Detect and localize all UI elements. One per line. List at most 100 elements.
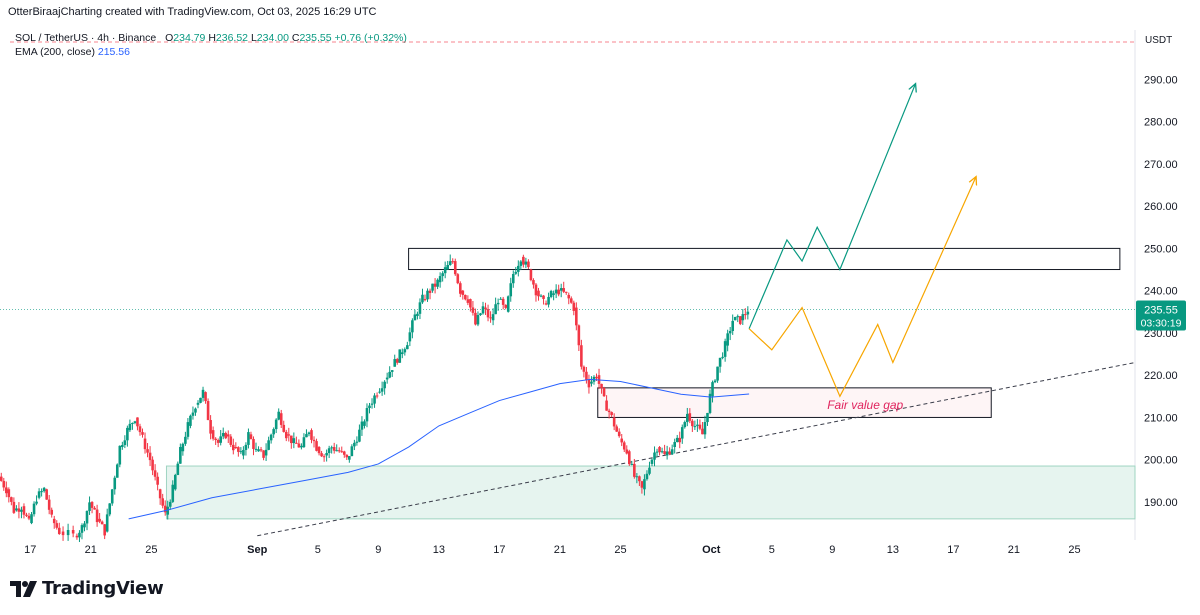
- candle-up: [547, 296, 550, 305]
- candle-up: [254, 448, 258, 450]
- candle-down: [103, 524, 106, 536]
- candle-up: [706, 412, 709, 423]
- candle-up: [721, 356, 724, 358]
- candle-down: [638, 476, 641, 482]
- candle-down: [2, 480, 6, 488]
- candle-up: [325, 453, 328, 456]
- candle-down: [375, 395, 379, 397]
- bar-countdown: 03:30:19: [1141, 317, 1182, 329]
- candle-down: [567, 294, 571, 299]
- candle-down: [12, 501, 16, 513]
- candle-down: [569, 298, 573, 303]
- candle-down: [22, 506, 26, 515]
- candle-up: [373, 395, 376, 404]
- x-tick-label: 17: [493, 544, 505, 556]
- x-tick-label: 5: [315, 544, 321, 556]
- candle-down: [216, 440, 220, 443]
- x-tick-label: Sep: [247, 544, 267, 556]
- last-price-value: 235.55: [1144, 304, 1178, 316]
- candle-down: [345, 454, 349, 458]
- x-tick-label: 13: [433, 544, 445, 556]
- candle-up: [108, 503, 112, 515]
- low-value: 234.00: [256, 32, 289, 44]
- candle-down: [249, 434, 253, 439]
- ascending-trendline: [257, 362, 1136, 537]
- candle-down: [464, 294, 467, 300]
- x-tick-label: 21: [85, 544, 97, 556]
- candle-down: [585, 371, 588, 380]
- ema-200-line: [128, 378, 750, 520]
- candle-up: [408, 332, 412, 342]
- candle-up: [131, 422, 134, 424]
- candle-up: [686, 413, 689, 423]
- candle-down: [456, 274, 460, 284]
- candle-down: [557, 289, 560, 295]
- tradingview-logo[interactable]: TradingView: [10, 578, 164, 599]
- candle-down: [698, 424, 702, 429]
- candle-up: [257, 449, 260, 452]
- candle-up: [32, 503, 36, 515]
- candle-down: [297, 443, 301, 448]
- candle-down: [744, 314, 747, 316]
- y-tick-label: 220.00: [1144, 370, 1178, 382]
- y-tick-label: 200.00: [1144, 455, 1178, 467]
- candle-down: [138, 426, 142, 433]
- candle-up: [15, 508, 18, 511]
- candle-up: [418, 302, 422, 314]
- candle-down: [580, 345, 583, 367]
- candle-down: [158, 489, 162, 499]
- candle-up: [380, 388, 384, 392]
- candle-down: [153, 470, 157, 477]
- candle-down: [663, 451, 666, 455]
- candle-up: [363, 421, 366, 426]
- candle-up: [524, 261, 528, 265]
- candle-down: [5, 487, 8, 494]
- candle-down: [146, 449, 149, 453]
- candle-up: [168, 501, 172, 507]
- candle-down: [226, 434, 230, 437]
- candle-up: [274, 419, 278, 430]
- candle-up: [171, 484, 175, 502]
- candle-up: [184, 436, 187, 444]
- x-tick-label: 9: [375, 544, 381, 556]
- candle-up: [267, 440, 270, 450]
- candle-down: [622, 442, 626, 450]
- candle-down: [234, 447, 238, 449]
- candle-up: [181, 443, 185, 452]
- low-label: L: [250, 32, 257, 44]
- candle-up: [300, 445, 303, 448]
- candle-down: [451, 261, 455, 263]
- candle-down: [337, 450, 341, 452]
- candle-up: [360, 421, 364, 430]
- candle-up: [650, 459, 654, 464]
- candle-up: [693, 426, 697, 428]
- candle-up: [552, 293, 555, 295]
- candle-up: [201, 389, 205, 398]
- candle-up: [173, 474, 177, 490]
- candle-down: [7, 489, 11, 498]
- candle-up: [80, 525, 84, 533]
- candle-down: [284, 431, 288, 439]
- candle-down: [156, 476, 159, 485]
- candle-down: [71, 530, 75, 534]
- open-label: O: [165, 32, 174, 44]
- candle-up: [400, 352, 404, 355]
- symbol-name[interactable]: SOL / TetherUS · 4h · Binance: [15, 32, 157, 44]
- candle-down: [98, 518, 101, 522]
- candle-up: [421, 294, 424, 303]
- candle-up: [272, 429, 275, 435]
- candle-down: [474, 312, 477, 325]
- candle-down: [423, 299, 427, 301]
- candle-up: [703, 422, 707, 435]
- candle-up: [438, 276, 442, 283]
- ema-label[interactable]: EMA (200, close): [15, 46, 95, 58]
- candle-up: [179, 446, 182, 464]
- candle-down: [237, 447, 240, 452]
- candle-down: [10, 497, 13, 502]
- candle-down: [61, 531, 65, 536]
- candle-up: [269, 434, 273, 441]
- candle-up: [635, 476, 639, 478]
- candle-up: [708, 393, 712, 413]
- candle-down: [224, 433, 228, 439]
